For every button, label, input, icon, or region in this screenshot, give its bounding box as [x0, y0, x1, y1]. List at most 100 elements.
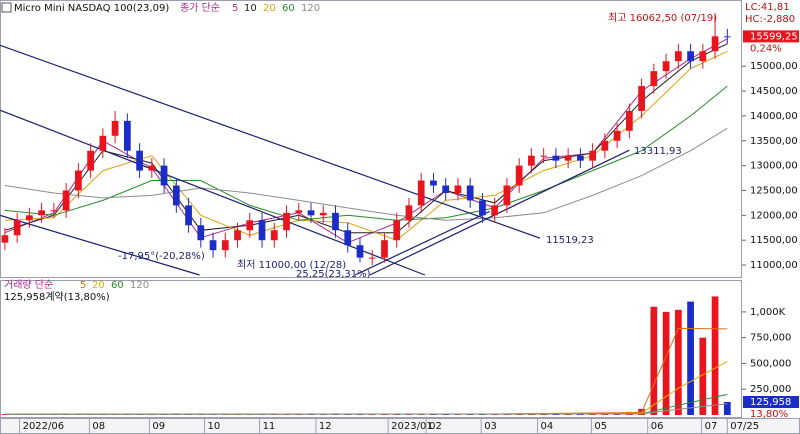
candle-body — [711, 36, 719, 52]
candle-body — [515, 165, 523, 186]
x-tick-label: 03 — [484, 421, 497, 432]
x-tick-label: 07 — [705, 421, 718, 432]
legend-entry: 20 — [92, 280, 105, 291]
candle-body — [491, 205, 499, 216]
volume-change-label: 13,80% — [750, 409, 788, 420]
candle-body — [136, 150, 143, 171]
trend-line — [0, 214, 200, 276]
candle-body — [160, 165, 168, 186]
price-panel — [0, 0, 742, 278]
candle-body — [650, 71, 658, 87]
x-tick-label: 05 — [594, 421, 607, 432]
legend-entry: 120 — [130, 280, 149, 291]
x-tick-label: 10 — [207, 421, 220, 432]
hc-label: HC:-2,880 — [745, 14, 795, 25]
lc-label: LC:41,81 — [745, 2, 790, 13]
volume-bar — [662, 311, 670, 415]
candle-body — [540, 155, 548, 157]
price-plot — [0, 13, 731, 276]
candle-body — [662, 61, 670, 72]
volume-bar — [723, 402, 731, 415]
candle-body — [454, 185, 462, 193]
y-tick-label: 13500,00 — [750, 136, 798, 147]
legend-entry: 10 — [244, 3, 257, 14]
volume-bar — [295, 414, 303, 415]
candle-body — [479, 200, 486, 216]
candle-body — [209, 240, 217, 251]
x-tick-label: 12 — [319, 421, 332, 432]
last-volume-label: 125,958 — [750, 397, 791, 408]
last-volume-box — [743, 396, 799, 409]
legend-entry: 60 — [111, 280, 124, 291]
y-tick-label: 11500,00 — [750, 235, 798, 246]
candle-body — [332, 212, 339, 231]
y-tick-label: 15000,00 — [750, 61, 798, 72]
volume-legend-label: 거래량 단순 — [4, 279, 53, 291]
y-tick-label: 12500,00 — [750, 185, 798, 196]
y-tick-label: 11000,00 — [750, 260, 798, 271]
x-tick-label: 06 — [651, 421, 664, 432]
candle-body — [589, 150, 596, 161]
x-tick-label: 09 — [152, 421, 165, 432]
annotation: 최고 16062,50 (07/19) — [608, 12, 717, 24]
candle-body — [246, 220, 254, 231]
volume-bar — [540, 414, 548, 415]
trend-line — [0, 109, 426, 276]
legend-label: 종가 단순 — [180, 2, 220, 14]
legend-entry: 20 — [263, 3, 276, 14]
x-tick-label: 08 — [92, 421, 105, 432]
candle-body — [601, 140, 609, 151]
candle-body — [295, 210, 303, 213]
volume-bar — [650, 306, 658, 415]
annotation: 11519,23 — [546, 235, 594, 246]
x-tick-label: 11 — [263, 421, 276, 432]
annotation: 최저 11000,00 (12/28) — [237, 259, 346, 271]
volume-bar — [1, 414, 9, 415]
legend-entry: 5 — [232, 3, 238, 14]
candle-body — [123, 120, 131, 151]
candle-body — [283, 212, 290, 231]
moving-average — [4, 85, 728, 221]
candle-body — [430, 180, 437, 186]
x-tick-label: 2023/01 — [391, 421, 433, 432]
candle-body — [625, 110, 633, 131]
candle-body — [699, 51, 707, 62]
candle-body — [466, 185, 474, 201]
volume-bar — [674, 309, 682, 415]
candle-body — [442, 185, 450, 193]
y-tick-label: 14500,00 — [750, 86, 798, 97]
candle-body — [87, 150, 94, 171]
candle-body — [344, 230, 352, 246]
volume-bar — [38, 414, 45, 415]
trend-line — [369, 149, 630, 276]
candle-body — [405, 205, 413, 221]
panel-icon[interactable] — [1, 2, 12, 13]
last-price-label: 15599,25 — [750, 31, 798, 42]
y-tick-label: 12000,00 — [750, 210, 798, 221]
candle-body — [417, 180, 425, 206]
volume-y-tick-label: 1,000K — [750, 307, 786, 318]
volume-plot — [1, 296, 731, 415]
candle-body — [148, 165, 156, 171]
legend-entry: 120 — [301, 3, 320, 14]
candle-body — [1, 235, 9, 243]
annotation: -17,95°(-20,28%) — [118, 251, 205, 262]
candle-body — [368, 257, 376, 259]
candle-body — [13, 220, 21, 236]
candle-body — [723, 36, 731, 38]
candle-body — [50, 210, 58, 212]
x-tick-label: 02 — [429, 421, 442, 432]
candle-body — [172, 185, 180, 206]
trend-line — [354, 210, 491, 276]
legend-entry: 60 — [282, 3, 295, 14]
x-tick-label: 2022/06 — [23, 421, 65, 432]
candle-body — [197, 225, 205, 241]
candle-body — [638, 86, 645, 111]
annotation: 25,25(23,31%) — [296, 269, 371, 280]
candle-body — [503, 185, 511, 206]
candle-body — [270, 230, 278, 241]
moving-average — [4, 403, 728, 415]
volume-bar — [368, 414, 376, 415]
candle-body — [674, 51, 682, 62]
